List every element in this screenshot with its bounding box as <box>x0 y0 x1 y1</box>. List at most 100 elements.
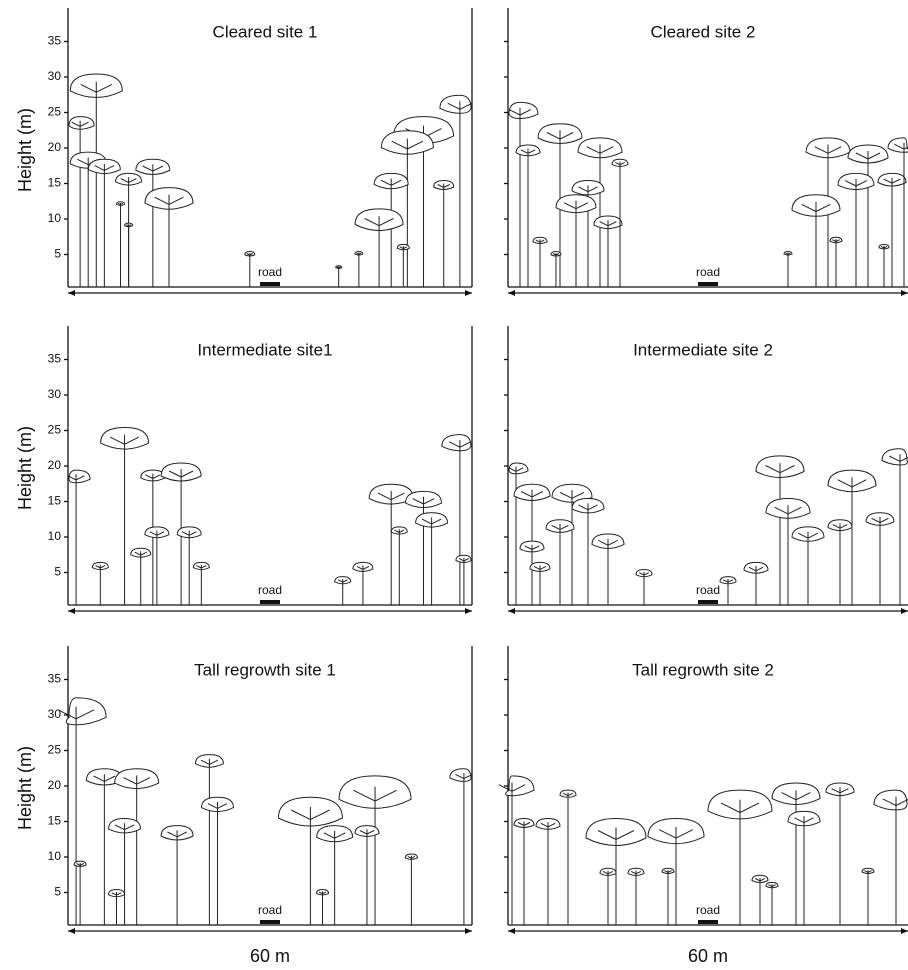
branches <box>599 220 617 229</box>
branches <box>535 239 545 244</box>
road-label: road <box>696 265 720 279</box>
branches <box>794 816 814 826</box>
trees <box>508 448 908 605</box>
branches <box>871 516 889 526</box>
branches <box>200 758 219 768</box>
y-tick-label: 5 <box>54 885 61 899</box>
panel: 5 10 15 20 25 30 35 Intermediate site1 road <box>48 326 473 614</box>
y-tick-label: 35 <box>48 352 62 366</box>
branches <box>720 799 760 819</box>
branches <box>498 782 526 796</box>
crown <box>65 697 107 726</box>
y-tick-label: 10 <box>48 849 62 863</box>
branches <box>76 862 84 867</box>
branches <box>552 253 560 256</box>
road-label: road <box>258 583 282 597</box>
branches <box>785 252 791 256</box>
branches <box>123 775 151 789</box>
y-tick-label: 15 <box>48 176 62 190</box>
branches <box>844 178 868 190</box>
branches <box>768 884 776 888</box>
road <box>260 920 280 924</box>
branches <box>832 523 848 531</box>
branches <box>520 148 536 156</box>
branches <box>546 130 574 144</box>
y-tick-label: 35 <box>48 672 62 686</box>
branches <box>888 454 908 465</box>
branches <box>562 792 574 798</box>
y-tick-label: 10 <box>48 211 62 225</box>
branches <box>630 870 642 876</box>
y-axis-label: Height (m) <box>15 108 35 192</box>
branches <box>880 245 888 249</box>
branches <box>508 466 524 474</box>
branches <box>578 503 598 513</box>
y-tick-label: 15 <box>48 494 62 508</box>
road <box>698 920 718 924</box>
branches <box>57 706 95 725</box>
branches <box>109 434 140 450</box>
branches <box>774 505 802 519</box>
branches <box>882 796 908 810</box>
branches <box>448 440 471 451</box>
branches <box>664 870 672 874</box>
branches <box>598 538 618 549</box>
panel: Tall regrowth site 2 road <box>498 646 908 934</box>
road <box>260 600 280 604</box>
x-label: 60 m <box>250 946 290 966</box>
branches <box>855 151 881 163</box>
road-label: road <box>696 903 720 917</box>
crown <box>441 434 472 452</box>
y-tick-label: 25 <box>48 105 62 119</box>
x-label: 60 m <box>688 946 728 966</box>
branches <box>765 463 795 478</box>
crown <box>887 137 908 153</box>
y-tick-label: 35 <box>48 34 62 48</box>
branches <box>67 474 85 483</box>
road <box>260 282 280 286</box>
branches <box>798 531 818 542</box>
y-tick-label: 5 <box>54 247 61 261</box>
trees <box>68 73 473 287</box>
crown <box>873 789 908 811</box>
branches <box>781 790 811 805</box>
crown <box>68 116 95 130</box>
panel-title: Cleared site 2 <box>651 22 756 41</box>
branches <box>154 194 184 210</box>
branches <box>111 891 122 897</box>
branches <box>722 579 734 584</box>
branches <box>455 773 473 782</box>
road <box>698 600 718 604</box>
branches <box>458 557 469 563</box>
panel-title: Intermediate site1 <box>197 340 332 359</box>
y-axis-label: Height (m) <box>15 746 35 830</box>
panel-title: Tall regrowth site 1 <box>194 660 336 679</box>
crown <box>68 469 91 484</box>
branches <box>524 544 540 552</box>
trees <box>57 697 473 925</box>
branches <box>353 786 397 809</box>
branches <box>831 787 849 796</box>
crown <box>449 768 472 782</box>
y-tick-label: 15 <box>48 814 62 828</box>
y-tick-label: 30 <box>48 387 62 401</box>
branches <box>356 565 370 572</box>
panel-title: Tall regrowth site 2 <box>632 660 774 679</box>
branches <box>359 829 375 837</box>
branches <box>80 81 113 98</box>
branches <box>323 831 346 842</box>
branches <box>149 530 165 538</box>
branches <box>748 566 764 574</box>
y-tick-label: 10 <box>48 529 62 543</box>
branches <box>125 224 132 227</box>
panel: 5 10 15 20 25 30 35 Cleared site 1 road <box>48 8 473 296</box>
road <box>698 282 718 286</box>
branches <box>602 870 614 876</box>
y-tick-label: 25 <box>48 423 62 437</box>
branches <box>563 200 589 213</box>
branches <box>407 855 416 860</box>
branches <box>832 239 840 243</box>
branches <box>520 489 544 501</box>
branches <box>117 202 124 206</box>
